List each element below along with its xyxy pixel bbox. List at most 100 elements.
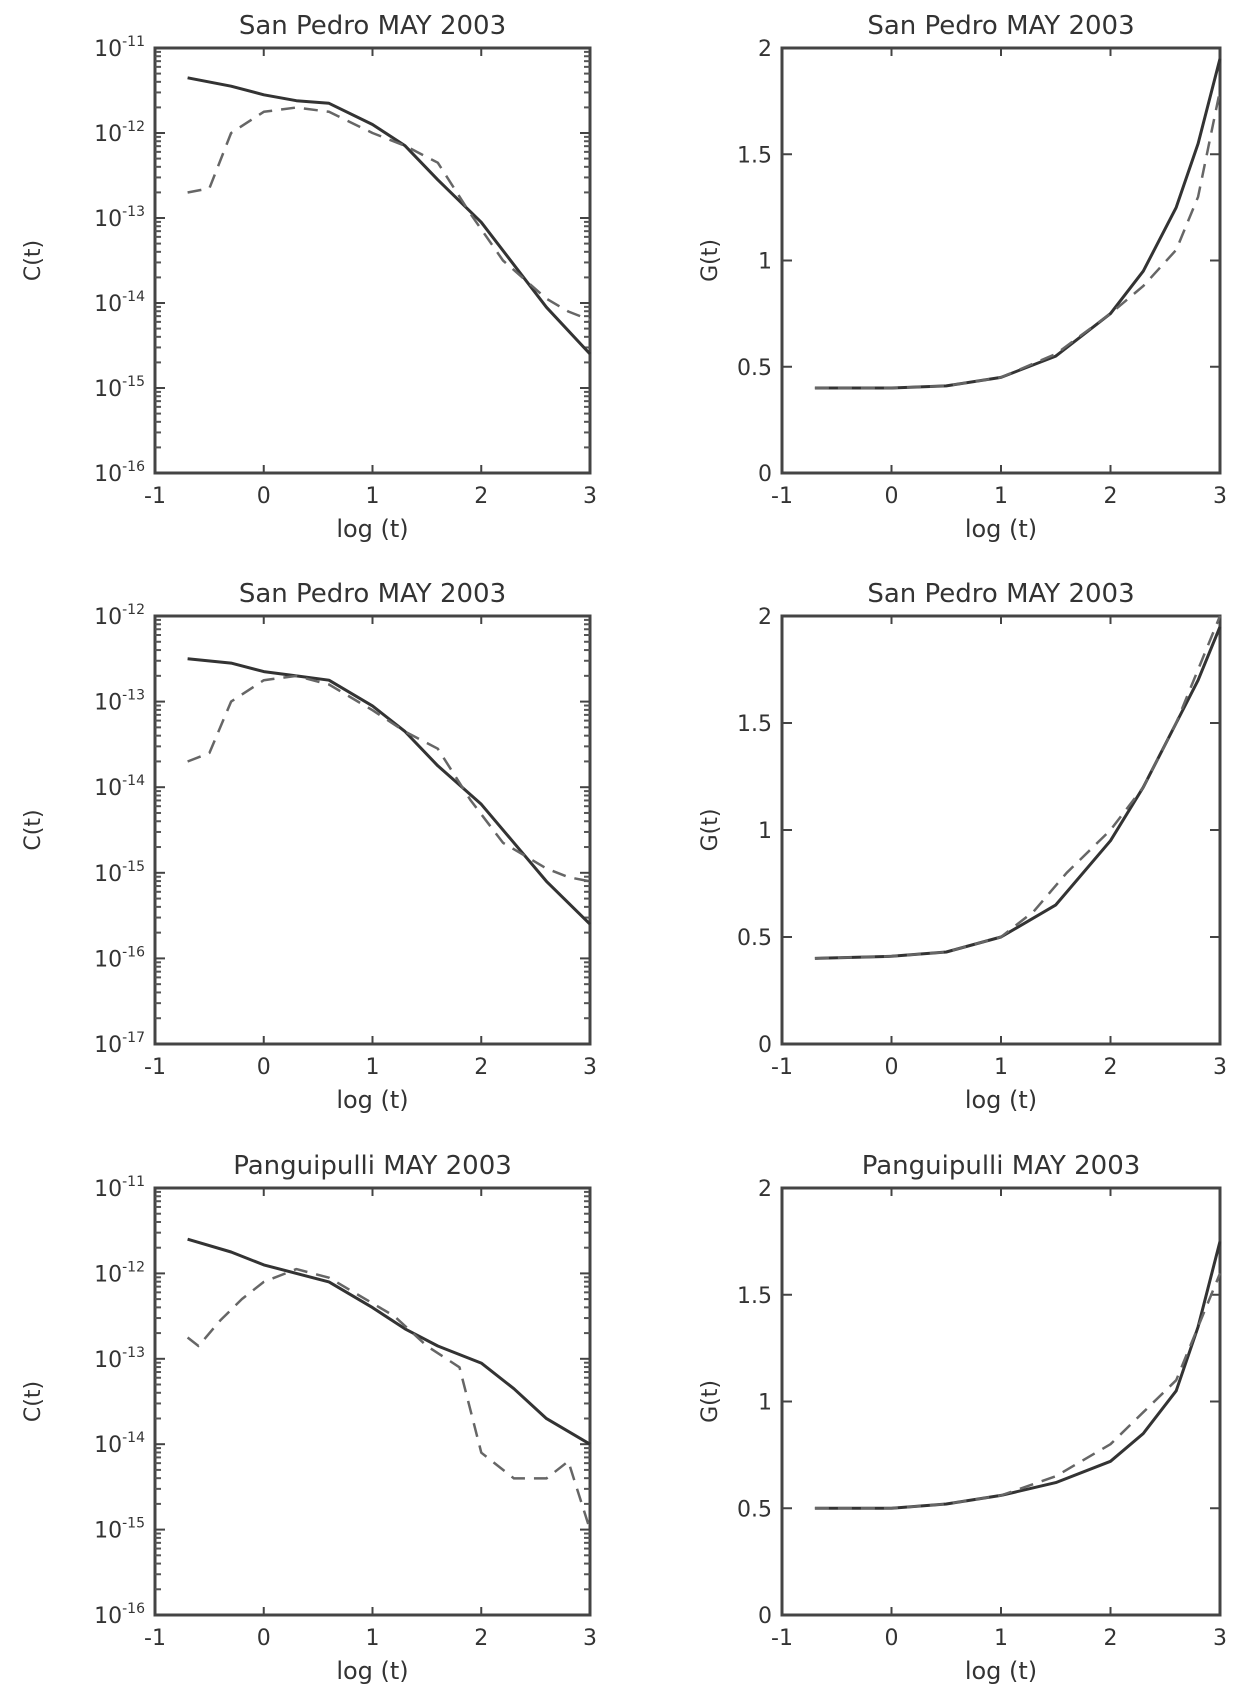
y-axis-label: C(t) [21, 809, 46, 850]
y-tick-label: 10-16 [94, 944, 145, 972]
x-axis-label: log (t) [336, 1657, 408, 1685]
y-tick-label: 10-11 [94, 34, 145, 62]
chart-3: -1 0 1 2 3 10-17 10-16 10-15 10-14 10-13 10-12 San … [21, 579, 597, 1114]
y-tick-label: 0 [758, 1604, 772, 1629]
series-dashed-line [814, 90, 1222, 390]
y-tick-label: 0 [758, 1033, 772, 1058]
x-tick-label: -1 [144, 484, 166, 509]
y-tick-label: 1.5 [737, 143, 772, 168]
y-axis-label: C(t) [21, 240, 46, 281]
y-tick-label: 2 [758, 605, 772, 630]
x-tick-label: 0 [885, 1055, 899, 1080]
y-tick-label: 0.5 [737, 1497, 772, 1522]
chart-title: San Pedro MAY 2003 [867, 579, 1134, 609]
y-tick-label: 1 [758, 250, 772, 275]
chart-title: San Pedro MAY 2003 [239, 579, 506, 609]
x-tick-label: 1 [366, 1626, 380, 1651]
y-tick-label: 10-11 [94, 1174, 145, 1202]
chart-title: Panguipulli MAY 2003 [862, 1151, 1141, 1181]
y-tick-label: 0 [758, 462, 772, 487]
chart-title: San Pedro MAY 2003 [867, 11, 1134, 41]
y-tick-label: 10-12 [94, 119, 145, 147]
y-tick-label: 10-14 [94, 1430, 145, 1458]
series-solid-line [187, 76, 592, 356]
x-axis-label: log (t) [965, 1657, 1037, 1685]
x-tick-label: -1 [771, 484, 793, 509]
plot-frame [780, 46, 1222, 475]
x-tick-label: 2 [1104, 1055, 1118, 1080]
x-axis-label: log (t) [965, 515, 1037, 543]
y-tick-label: 10-16 [94, 459, 145, 487]
x-axis-label: log (t) [336, 515, 408, 543]
series-dashed-line [187, 106, 591, 322]
series-dashed-line [814, 1272, 1222, 1510]
x-tick-label: 3 [1213, 1626, 1227, 1651]
x-tick-label: 1 [994, 484, 1008, 509]
y-axis-label: G(t) [698, 239, 723, 282]
chart-title: San Pedro MAY 2003 [239, 11, 506, 41]
series-dashed-line [187, 674, 591, 883]
y-tick-label: 2 [758, 1177, 772, 1202]
series-dashed-line [186, 1267, 592, 1530]
x-tick-label: 0 [885, 484, 899, 509]
plot-frame [153, 46, 592, 475]
x-tick-label: -1 [771, 1626, 793, 1651]
x-tick-label: 0 [257, 1055, 271, 1080]
x-tick-label: 2 [474, 1055, 488, 1080]
y-tick-label: 10-13 [94, 1345, 145, 1373]
x-tick-label: 3 [1213, 484, 1227, 509]
plot-frame [153, 1186, 592, 1617]
x-tick-label: 1 [994, 1626, 1008, 1651]
y-tick-label: 1 [758, 1391, 772, 1416]
series-solid-line [814, 58, 1222, 390]
y-tick-label: 10-14 [94, 289, 145, 317]
series-solid-line [187, 1237, 591, 1446]
y-tick-label: 10-17 [94, 1030, 145, 1058]
x-tick-label: 3 [1213, 1055, 1227, 1080]
chart-5: -1 0 1 2 3 10-16 10-15 10-14 10-13 10-12 10-11 Pang… [21, 1151, 597, 1685]
x-tick-label: 2 [474, 484, 488, 509]
y-tick-label: 1.5 [737, 712, 772, 737]
chart-1: -1 0 1 2 3 10-16 10-15 10-14 10-13 10-12 10-11 San … [21, 11, 597, 543]
x-axis-label: log (t) [965, 1086, 1037, 1114]
plot-frame [153, 614, 592, 1046]
series-solid-line [814, 626, 1222, 960]
y-tick-label: 10-12 [94, 602, 145, 630]
y-axis-label: C(t) [21, 1381, 46, 1422]
y-axis-label: G(t) [698, 1380, 723, 1423]
x-tick-label: 0 [885, 1626, 899, 1651]
series-solid-line [187, 657, 592, 926]
x-axis-label: log (t) [336, 1086, 408, 1114]
y-tick-label: 0.5 [737, 356, 772, 381]
plot-frame [780, 614, 1222, 1046]
x-tick-label: -1 [144, 1626, 166, 1651]
x-tick-label: 2 [474, 1626, 488, 1651]
y-tick-label: 10-12 [94, 1259, 145, 1287]
chart-title: Panguipulli MAY 2003 [233, 1151, 512, 1181]
y-tick-label: 10-15 [94, 859, 145, 887]
y-tick-label: 10-13 [94, 688, 145, 716]
y-tick-label: 1.5 [737, 1284, 772, 1309]
x-tick-label: 1 [366, 1055, 380, 1080]
x-tick-label: -1 [771, 1055, 793, 1080]
y-tick-label: 1 [758, 819, 772, 844]
y-tick-label: 10-15 [94, 374, 145, 402]
x-tick-label: 3 [583, 484, 597, 509]
y-tick-label: 10-15 [94, 1516, 145, 1544]
y-tick-label: 10-14 [94, 773, 145, 801]
y-tick-label: 2 [758, 37, 772, 62]
y-tick-label: 10-16 [94, 1601, 145, 1629]
x-tick-label: 0 [257, 484, 271, 509]
x-tick-label: 3 [583, 1055, 597, 1080]
x-tick-label: 3 [583, 1626, 597, 1651]
series-dashed-line [814, 615, 1222, 960]
y-tick-label: 10-13 [94, 204, 145, 232]
x-tick-label: 2 [1104, 1626, 1118, 1651]
x-tick-label: 2 [1104, 484, 1118, 509]
x-tick-label: 1 [366, 484, 380, 509]
series-solid-line [814, 1241, 1222, 1510]
